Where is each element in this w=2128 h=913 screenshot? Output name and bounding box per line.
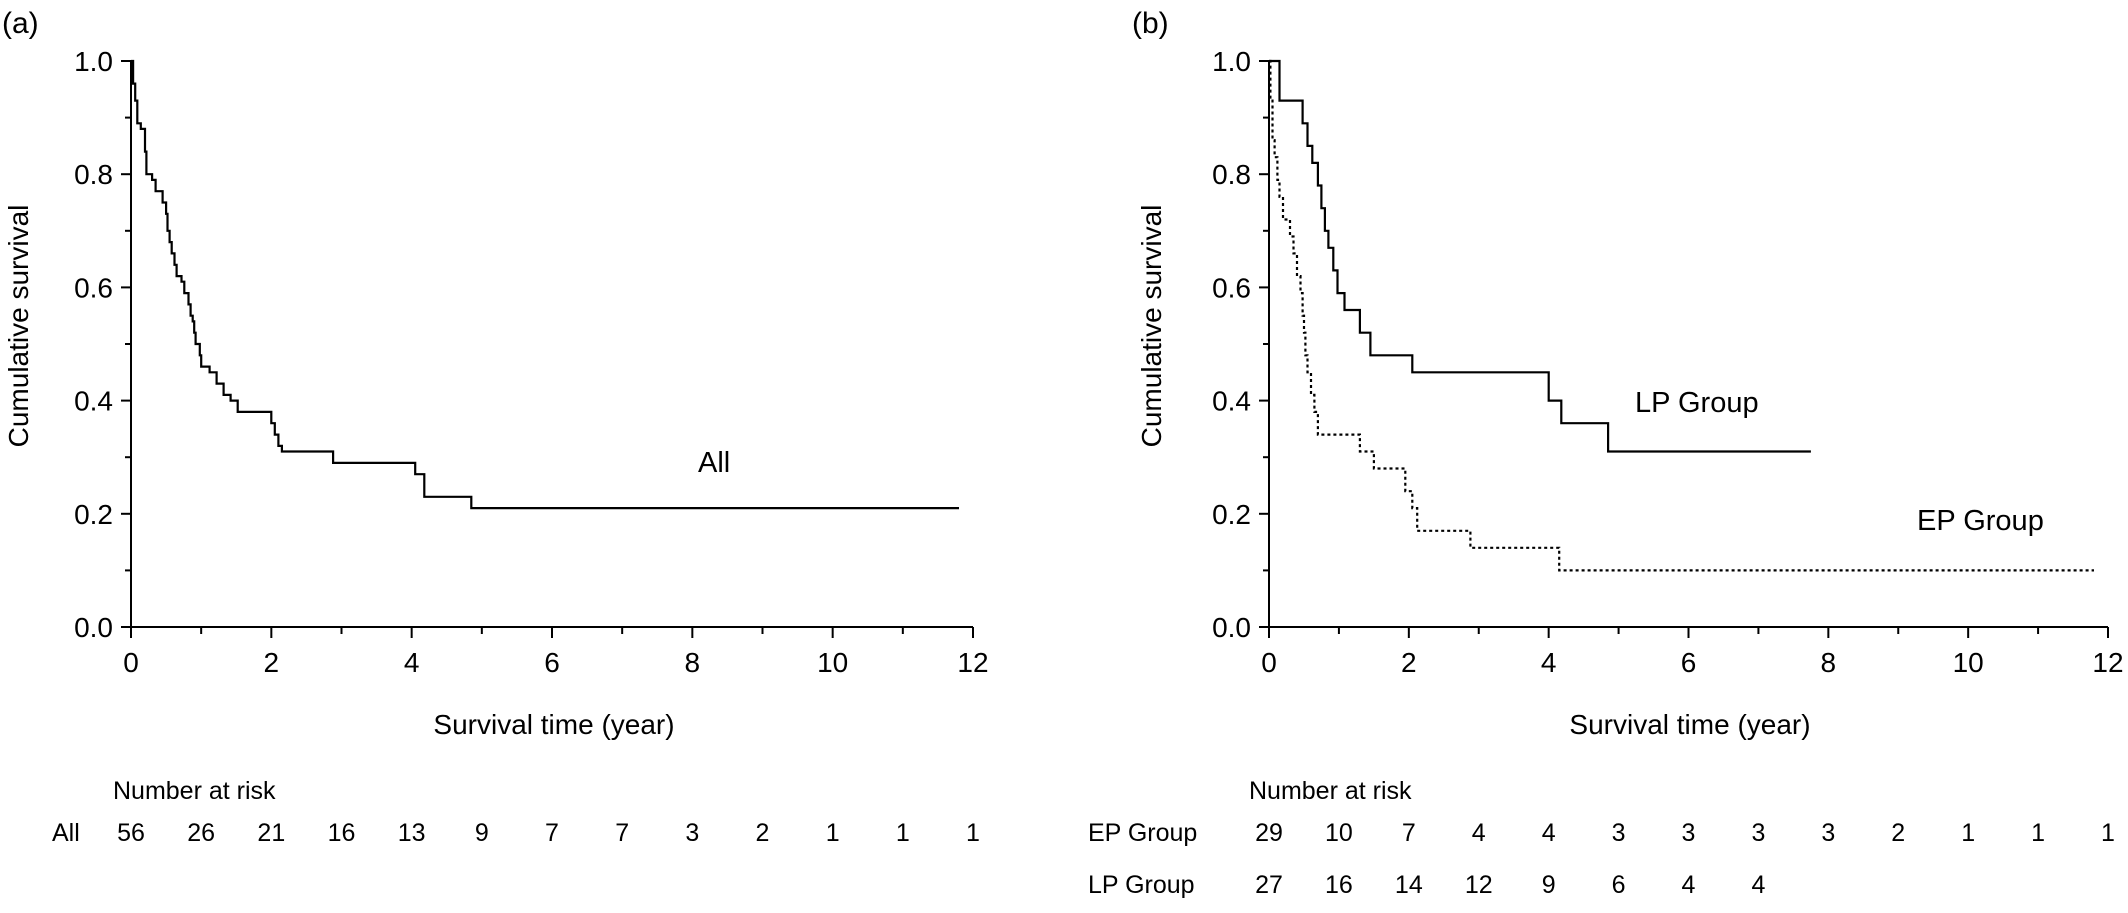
risk-value: 16: [1325, 871, 1353, 899]
risk-row-label: LP Group: [1088, 871, 1195, 899]
y-tick-label: 0.6: [74, 272, 113, 303]
risk-value: 1: [1961, 819, 1975, 847]
y-tick-label: 0.2: [74, 499, 113, 530]
risk-value: 3: [1821, 819, 1835, 847]
risk-value: 26: [187, 819, 215, 847]
y-tick-label: 0.4: [74, 386, 113, 417]
risk-value: 1: [826, 819, 840, 847]
risk-value: 21: [257, 819, 285, 847]
risk-value: 9: [1542, 871, 1556, 899]
risk-value: 3: [685, 819, 699, 847]
risk-value: 4: [1472, 819, 1486, 847]
x-tick-label: 10: [817, 647, 848, 678]
risk-value: 2: [756, 819, 770, 847]
risk-value: 3: [1682, 819, 1696, 847]
x-tick-label: 6: [1681, 647, 1697, 678]
risk-value: 7: [545, 819, 559, 847]
survival-curve-lp-group: [1269, 59, 1811, 453]
y-tick-label: 1.0: [1212, 46, 1251, 77]
risk-value: 1: [896, 819, 910, 847]
y-tick-label: 0.8: [1212, 159, 1251, 190]
panel-b-risk-table: EP Group 29 10 7 4 4 3 3 3 3 2 1 1 1 LP Group 27 16 14 12 9…: [1088, 819, 2115, 899]
risk-value: 27: [1255, 871, 1283, 899]
y-tick-label: 0.0: [1212, 612, 1251, 643]
y-tick-label: 0.2: [1212, 499, 1251, 530]
risk-value: 9: [475, 819, 489, 847]
x-tick-label: 4: [404, 647, 420, 678]
panel-a-curves: [131, 59, 959, 510]
risk-value: 7: [1402, 819, 1416, 847]
survival-curve-ep-group: [1269, 59, 2094, 572]
risk-value: 12: [1465, 871, 1493, 899]
risk-value: 4: [1682, 871, 1696, 899]
panel-b-curves: [1269, 59, 2094, 572]
y-tick-label: 0.6: [1212, 272, 1251, 303]
panel-a-series-label-all: All: [698, 447, 730, 479]
panel-b-risk-title: Number at risk: [1249, 777, 1412, 805]
panel-a-risk-table: All 56 26 21 16 13 9 7 7 3 2 1 1 1: [52, 819, 980, 847]
risk-value: 1: [2101, 819, 2115, 847]
y-tick-label: 0.0: [74, 612, 113, 643]
panel-b-y-axis-title: Cumulative survival: [1136, 205, 1167, 448]
x-tick-label: 8: [1821, 647, 1837, 678]
y-tick-label: 0.4: [1212, 386, 1251, 417]
risk-value: 2: [1891, 819, 1905, 847]
x-tick-label: 8: [685, 647, 701, 678]
x-tick-label: 0: [1261, 647, 1277, 678]
panel-b-series-label-ep: EP Group: [1917, 505, 2044, 537]
risk-value: 4: [1542, 819, 1556, 847]
risk-value: 4: [1751, 871, 1765, 899]
panel-b: (b) Cumulative survival Survival time (y…: [1088, 7, 2124, 899]
risk-value: 29: [1255, 819, 1283, 847]
y-tick-label: 0.8: [74, 159, 113, 190]
risk-value: 7: [615, 819, 629, 847]
risk-value: 14: [1395, 871, 1423, 899]
risk-value: 3: [1612, 819, 1626, 847]
panel-a-label: (a): [2, 7, 39, 40]
risk-value: 10: [1325, 819, 1353, 847]
survival-curve-all: [131, 59, 959, 510]
panel-a: (a) Cumulative survival Survival time (y…: [2, 7, 989, 847]
risk-value: 6: [1612, 871, 1626, 899]
panel-a-y-axis-title: Cumulative survival: [3, 205, 34, 448]
risk-value: 1: [966, 819, 980, 847]
risk-row-label: All: [52, 819, 80, 847]
panel-b-label: (b): [1132, 7, 1169, 40]
panel-a-risk-title: Number at risk: [113, 777, 276, 805]
risk-value: 3: [1751, 819, 1765, 847]
panel-b-axes: 0.0 0.2 0.4 0.6 0.8 1.0 0 2 4 6 8 10 12: [1212, 46, 2124, 678]
x-tick-label: 12: [957, 647, 988, 678]
risk-value: 56: [117, 819, 145, 847]
x-tick-label: 12: [2092, 647, 2123, 678]
x-tick-label: 2: [264, 647, 280, 678]
y-tick-label: 1.0: [74, 46, 113, 77]
x-tick-label: 10: [1953, 647, 1984, 678]
panel-b-series-label-lp: LP Group: [1635, 387, 1759, 419]
risk-value: 13: [398, 819, 426, 847]
panel-a-x-axis-title: Survival time (year): [433, 709, 674, 740]
x-tick-label: 4: [1541, 647, 1557, 678]
risk-row-label: EP Group: [1088, 819, 1197, 847]
risk-value: 16: [328, 819, 356, 847]
x-tick-label: 6: [544, 647, 560, 678]
panel-b-x-axis-title: Survival time (year): [1569, 709, 1810, 740]
panel-a-axes: 0.0 0.2 0.4 0.6 0.8 1.0 0 2 4 6 8 10 12: [74, 46, 989, 678]
x-tick-label: 0: [123, 647, 139, 678]
x-tick-label: 2: [1401, 647, 1417, 678]
risk-value: 1: [2031, 819, 2045, 847]
